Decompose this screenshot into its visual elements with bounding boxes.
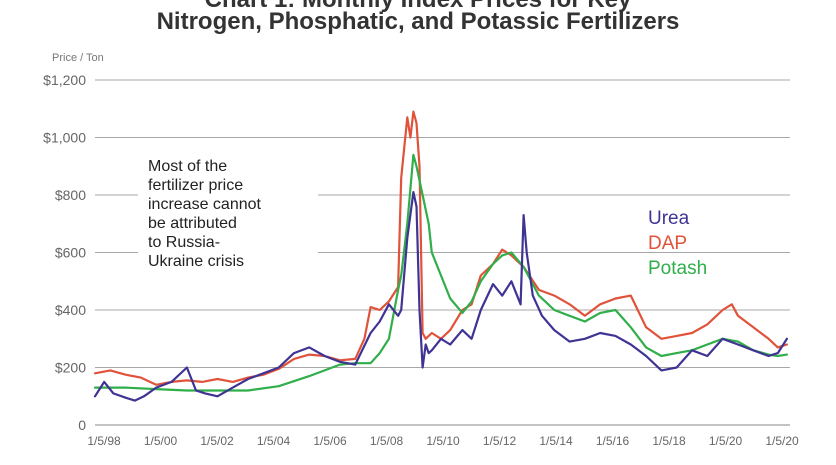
series-lines [93, 110, 789, 402]
annotation-line: Most of the [148, 158, 228, 175]
x-tick-label: 1/5/04 [257, 434, 291, 448]
y-tick-label: $800 [55, 187, 86, 203]
y-axis-label: Price / Ton [52, 52, 104, 64]
x-tick-label: 1/5/16 [596, 434, 630, 448]
x-tick-label: 1/5/10 [426, 434, 460, 448]
y-tick-label: $400 [55, 302, 86, 318]
y-tick-label: 0 [78, 417, 86, 433]
annotation-line: to Russia- [148, 234, 221, 251]
x-tick-label: 1/5/14 [539, 434, 573, 448]
y-tick-label: $1,200 [43, 72, 86, 88]
x-tick-label: 1/5/98 [87, 434, 121, 448]
annotation-line: Ukraine crisis [148, 253, 245, 270]
legend-entry-urea: Urea [648, 208, 690, 229]
series-line-potash [93, 153, 789, 392]
x-tick-label: 1/5/20 [765, 434, 799, 448]
x-tick-label: 1/5/00 [144, 434, 178, 448]
chart-title-line-1: Chart 1: Monthly Index Prices for Key [0, 0, 836, 14]
series-line-urea [93, 191, 789, 402]
chart-annotation: Most of the fertilizer price increase ca… [138, 153, 318, 275]
legend-entry-potash: Potash [648, 258, 708, 279]
chart-title-line-2: Nitrogen, Phosphatic, and Potassic Ferti… [156, 8, 680, 35]
x-tick-label: 1/5/12 [483, 434, 517, 448]
x-tick-label: 1/5/02 [200, 434, 234, 448]
y-tick-label: $200 [55, 360, 86, 376]
y-tick-label: $600 [55, 245, 86, 261]
annotation-line: fertilizer price [148, 177, 244, 194]
series-line-dap [93, 110, 789, 386]
x-tick-label: 1/5/06 [313, 434, 347, 448]
y-axis-tick-labels: 0 $200 $400 $600 $800 $1,000 $1,200 [43, 72, 86, 433]
annotation-line: be attributed [148, 215, 237, 232]
legend-entry-dap: DAP [648, 233, 688, 254]
x-tick-label: 1/5/18 [652, 434, 686, 448]
x-tick-label: 1/5/20 [709, 434, 743, 448]
annotation-line: increase cannot [148, 196, 261, 213]
x-axis-tick-labels: 1/5/98 1/5/00 1/5/02 1/5/04 1/5/06 1/5/08 1/5/… [87, 434, 799, 448]
y-tick-label: $1,000 [43, 130, 86, 146]
x-tick-label: 1/5/08 [370, 434, 404, 448]
